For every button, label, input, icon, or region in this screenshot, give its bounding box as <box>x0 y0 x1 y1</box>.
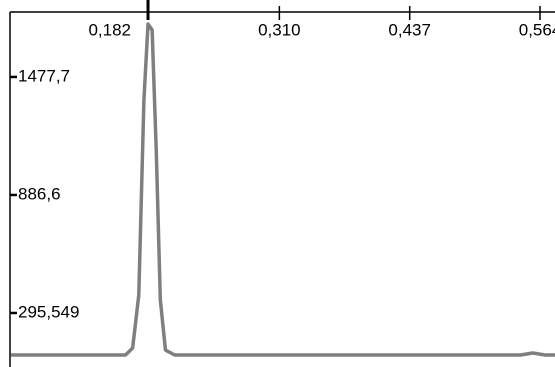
y-tick-label: 886,6 <box>18 184 61 203</box>
y-tick-label: 295,549 <box>18 302 79 321</box>
x-tick-label: 0,310 <box>258 20 301 39</box>
x-tick-label: 0,564 <box>519 20 555 39</box>
y-tick-label: 1477,7 <box>18 66 70 85</box>
line <box>10 22 555 357</box>
x-tick-label: 0,182 <box>88 20 131 39</box>
x-tick-label: 0,437 <box>388 20 431 39</box>
